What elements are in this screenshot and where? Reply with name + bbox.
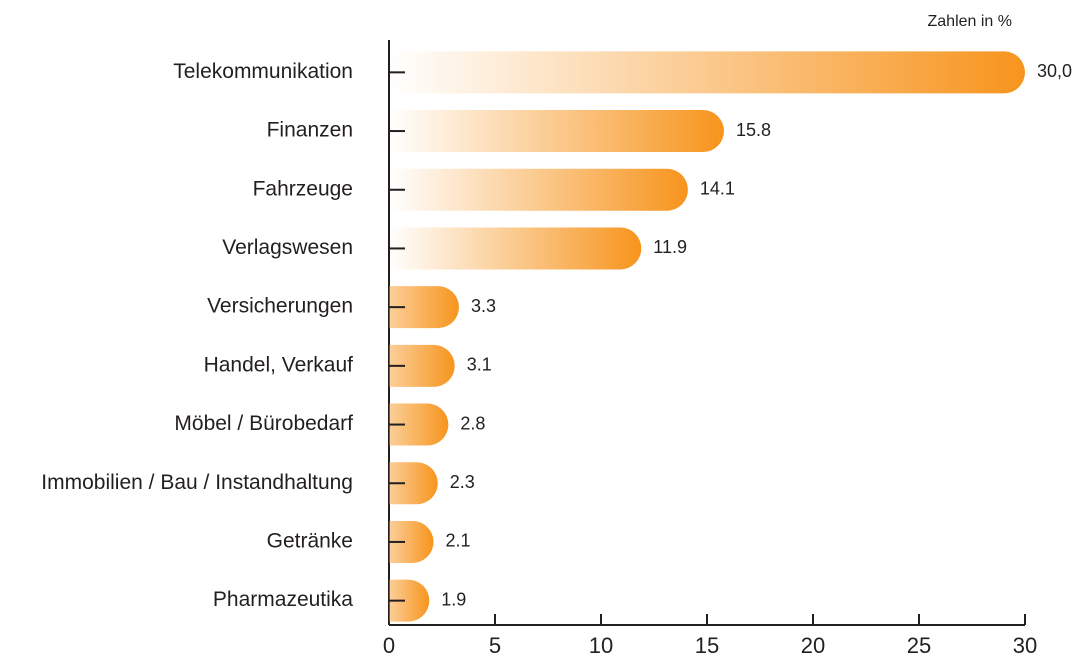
value-label: 2.8 xyxy=(460,413,485,433)
x-tick-label: 0 xyxy=(383,633,395,658)
bar xyxy=(389,403,449,446)
value-label: 3.3 xyxy=(471,296,496,316)
y-tick-label: Pharmazeutika xyxy=(213,588,353,611)
y-tick-label: Versicherungen xyxy=(207,295,353,318)
x-tick-label: 25 xyxy=(907,633,931,658)
bar xyxy=(389,227,642,270)
y-tick-label: Finanzen xyxy=(267,119,353,142)
value-label: 2.1 xyxy=(446,531,471,551)
y-tick-label: Möbel / Bürobedarf xyxy=(174,412,353,435)
x-tick-label: 30 xyxy=(1013,633,1037,658)
value-label: 30,0 xyxy=(1037,61,1072,81)
value-label: 14.1 xyxy=(700,179,735,199)
y-tick-label: Telekommunikation xyxy=(173,60,353,83)
value-label: 1.9 xyxy=(441,589,466,609)
bar xyxy=(389,344,455,387)
bar xyxy=(389,520,434,563)
value-label: 15.8 xyxy=(736,120,771,140)
y-tick-label: Handel, Verkauf xyxy=(204,353,354,376)
bar xyxy=(389,579,430,622)
bar xyxy=(389,286,459,329)
annotation: Zahlen in % xyxy=(928,13,1013,30)
y-tick-label: Fahrzeuge xyxy=(253,177,353,200)
y-tick-label: Immobilien / Bau / Instandhaltung xyxy=(41,471,353,494)
y-tick-label: Verlagswesen xyxy=(222,236,353,259)
x-tick-label: 5 xyxy=(489,633,501,658)
x-tick-label: 10 xyxy=(589,633,613,658)
value-label: 3.1 xyxy=(467,355,492,375)
bar xyxy=(389,110,724,153)
bar xyxy=(389,168,688,211)
value-label: 11.9 xyxy=(653,237,687,257)
y-tick-label: Getränke xyxy=(267,529,353,552)
value-label: 2.3 xyxy=(450,472,475,492)
bar xyxy=(389,51,1025,94)
x-tick-label: 20 xyxy=(801,633,825,658)
bar xyxy=(389,462,438,505)
x-tick-label: 15 xyxy=(695,633,719,658)
